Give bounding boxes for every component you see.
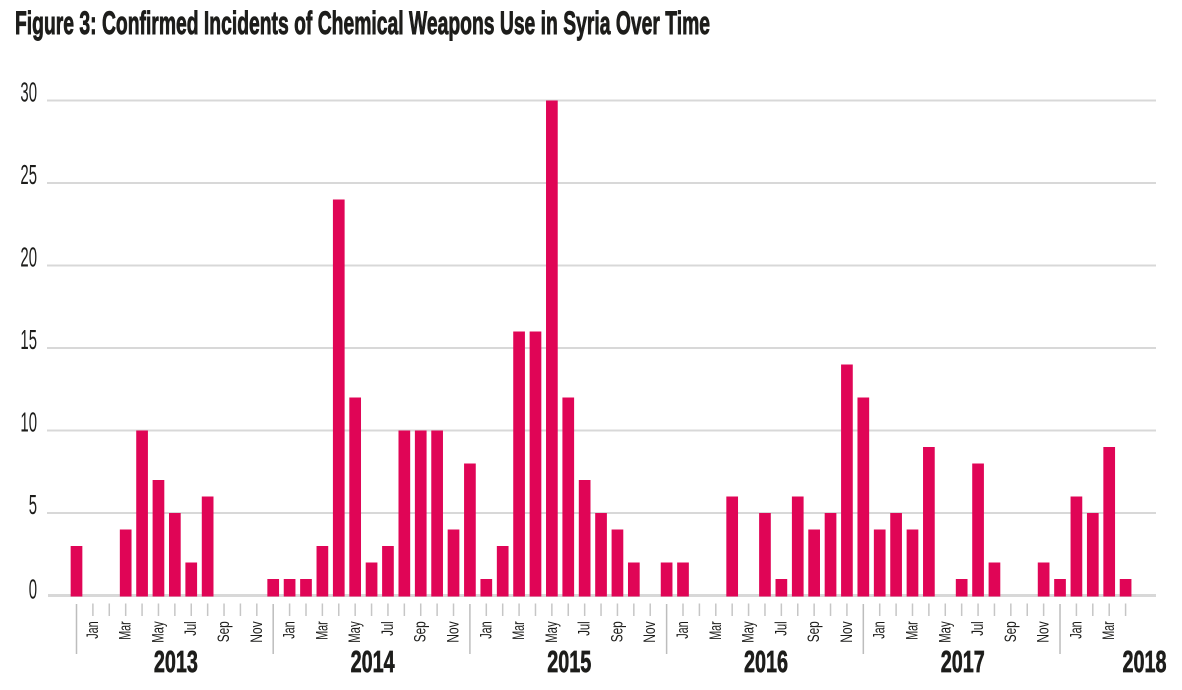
svg-text:20: 20 [20,242,37,273]
svg-text:May: May [542,621,561,643]
svg-text:Jul: Jul [771,621,790,636]
svg-text:Nov: Nov [444,621,463,643]
svg-text:Sep: Sep [607,621,626,642]
svg-text:2016: 2016 [744,645,788,679]
svg-text:Nov: Nov [837,621,856,643]
svg-text:Mar: Mar [1099,621,1118,640]
svg-text:25: 25 [20,159,37,190]
svg-text:Mar: Mar [706,621,725,640]
svg-text:Sep: Sep [411,621,430,642]
svg-text:May: May [739,621,758,643]
svg-text:Sep: Sep [214,621,233,642]
svg-text:Nov: Nov [1034,621,1053,643]
svg-text:Sep: Sep [1001,621,1020,642]
svg-text:May: May [935,621,954,643]
svg-text:Jan: Jan [673,621,692,639]
svg-text:Jan: Jan [280,621,299,639]
svg-text:2017: 2017 [941,645,985,679]
svg-text:2013: 2013 [154,645,198,679]
svg-text:0: 0 [29,573,37,604]
svg-text:May: May [148,621,167,643]
svg-text:10: 10 [20,407,37,438]
svg-text:2015: 2015 [547,645,591,679]
svg-text:Jan: Jan [1066,621,1085,639]
svg-text:2014: 2014 [351,645,395,679]
svg-text:Jan: Jan [476,621,495,639]
svg-text:Mar: Mar [902,621,921,640]
svg-text:2018: 2018 [1123,645,1167,679]
svg-text:Mar: Mar [312,621,331,640]
svg-text:Figure 3: Confirmed Incidents: Figure 3: Confirmed Incidents of Chemica… [15,5,710,41]
svg-text:Jul: Jul [181,621,200,636]
svg-text:Jul: Jul [575,621,594,636]
svg-text:Jan: Jan [83,621,102,639]
svg-text:Mar: Mar [116,621,135,640]
svg-text:Mar: Mar [509,621,528,640]
svg-text:Jul: Jul [968,621,987,636]
svg-text:5: 5 [29,489,37,520]
svg-text:May: May [345,621,364,643]
svg-text:Nov: Nov [247,621,266,643]
svg-text:Jan: Jan [870,621,889,639]
svg-text:Jul: Jul [378,621,397,636]
svg-text:15: 15 [20,324,37,355]
svg-text:30: 30 [20,77,37,108]
svg-text:Nov: Nov [640,621,659,643]
svg-text:Sep: Sep [804,621,823,642]
